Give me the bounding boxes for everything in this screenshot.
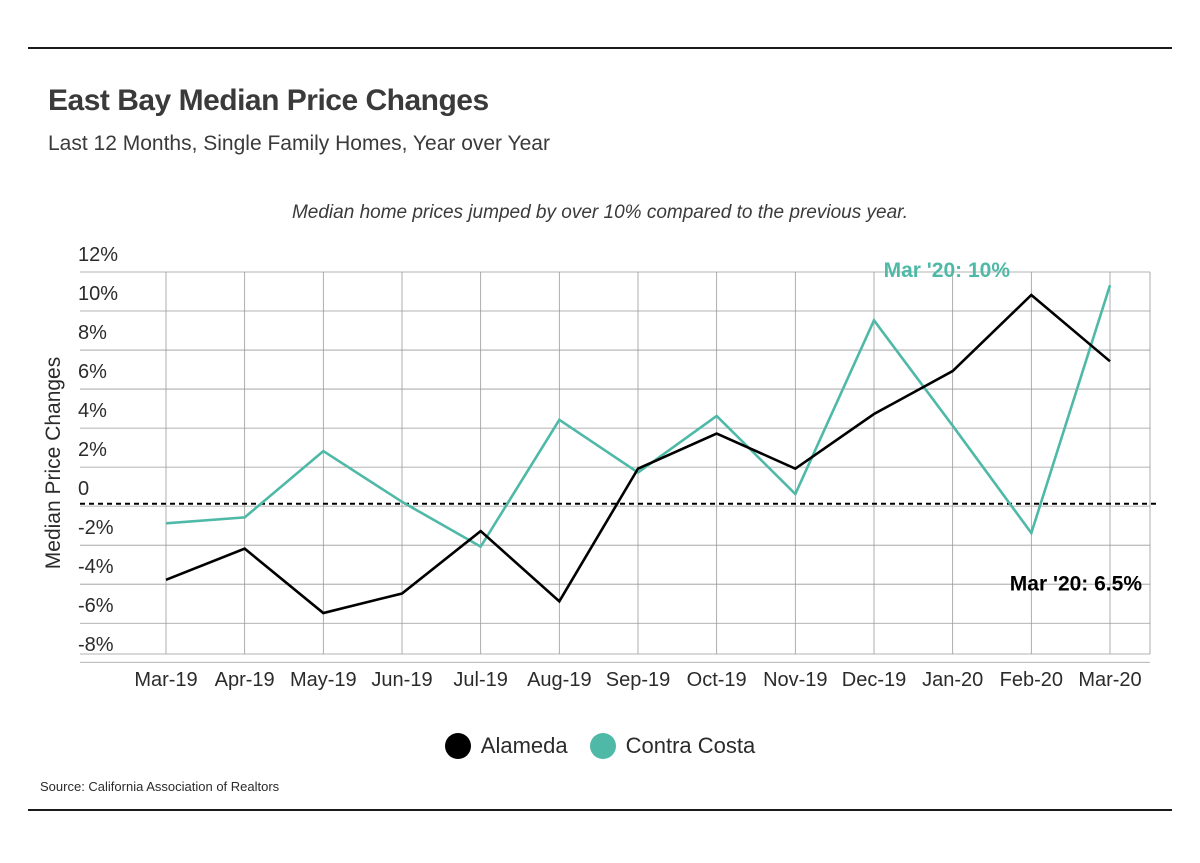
y-tick-label: 8% [78,322,107,344]
legend-item-alameda: Alameda [444,733,568,759]
x-tick-label: Feb-20 [1000,669,1063,691]
y-tick-label: -4% [78,556,114,578]
chart-note: Median home prices jumped by over 10% co… [291,202,909,223]
legend-dot-contra-costa [589,733,616,759]
source-note: Source: California Association of Realto… [40,779,280,794]
x-tick-label: Mar-20 [1078,669,1141,691]
legend-dot-alameda [444,733,471,759]
x-tick-label: Jun-19 [371,669,432,691]
y-tick-label: -6% [78,595,114,617]
y-tick-label: 0 [78,478,89,500]
legend-label-contra-costa: Contra Costa [625,733,756,758]
legend: Alameda Contra Costa [0,733,1200,759]
y-tick-label: 4% [78,400,107,422]
x-tick-label: Dec-19 [842,669,906,691]
x-tick-label: Nov-19 [763,669,827,691]
top-rule [28,47,1172,49]
x-tick-label: Mar-19 [134,669,197,691]
chart-title: East Bay Median Price Changes [48,84,489,117]
y-tick-label: 2% [78,439,107,461]
x-tick-label: Aug-19 [527,669,592,691]
y-tick-label: 10% [78,283,118,305]
legend-item-contra-costa: Contra Costa [589,733,756,759]
y-tick-label: 6% [78,361,107,383]
x-tick-label: Sep-19 [606,669,671,691]
y-tick-label: -2% [78,517,114,539]
x-tick-label: Jul-19 [453,669,507,691]
x-tick-label: Oct-19 [687,669,747,691]
x-tick-label: Apr-19 [215,669,275,691]
annotation-contra-costa: Mar '20: 10% [884,259,1011,282]
x-tick-label: May-19 [290,669,357,691]
legend-label-alameda: Alameda [480,733,568,758]
x-tick-label: Jan-20 [922,669,983,691]
chart-subtitle: Last 12 Months, Single Family Homes, Yea… [48,132,550,155]
y-tick-label: 12% [78,244,118,266]
bottom-rule [28,809,1172,811]
y-axis-label: Median Price Changes [42,357,65,569]
annotation-alameda: Mar '20: 6.5% [1010,572,1143,595]
y-tick-label: -8% [78,634,114,656]
